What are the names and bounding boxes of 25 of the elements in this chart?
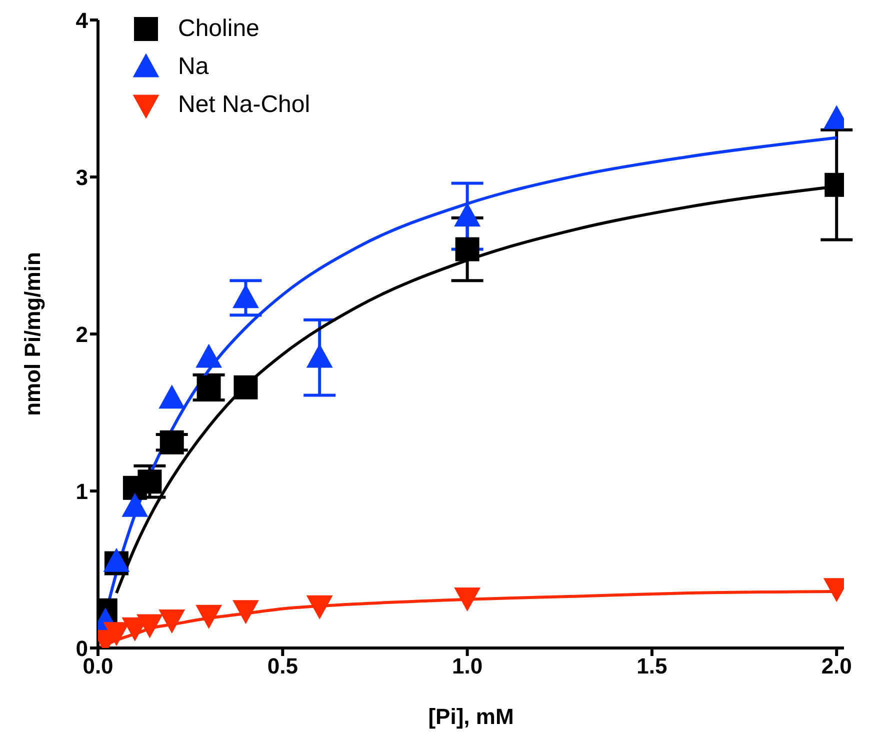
point [196,604,222,629]
point [196,375,221,400]
legend-label: Net Na-Chol [178,91,310,119]
legend-label: Choline [178,15,260,43]
y-axis-title: nmol Pi/mg/min [20,252,45,416]
y-tick-label: 1 [76,478,88,504]
x-tick-label: 1.0 [452,654,483,679]
point [234,375,258,400]
y-tick-label: 4 [76,8,89,33]
point [306,595,333,620]
point [158,610,186,634]
point [138,470,162,494]
point [196,344,222,368]
point [454,588,481,612]
point [158,384,186,409]
legend-label: Na [178,53,209,81]
point [160,430,184,454]
x-tick-label: 2.0 [821,654,852,679]
x-tick-label: 0.5 [267,654,298,679]
point [136,614,163,638]
point [232,600,259,624]
x-axis-title: [Pi], mM [428,704,514,729]
y-tick-label: 3 [76,164,88,190]
y-tick-label: 2 [76,322,88,347]
x-tick-label: 1.5 [636,654,668,679]
